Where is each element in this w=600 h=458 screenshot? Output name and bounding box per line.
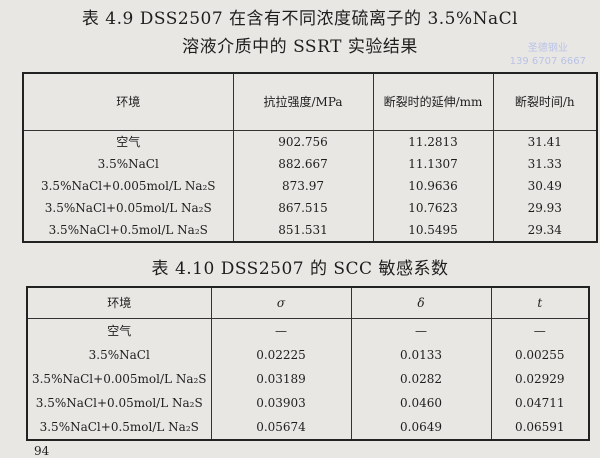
value-cell: 31.33 [492,153,598,175]
value-cell: 0.0282 [350,367,492,391]
table-row: 3.5%NaCl+0.5mol/L Na₂S 851.531 10.5495 29.3… [22,219,598,242]
table1-caption-line2: 溶液介质中的 SSRT 实验结果 [182,37,418,57]
column-header: σ [210,287,352,319]
value-cell: 0.04711 [490,391,590,415]
table-row: 3.5%NaCl 882.667 11.1307 31.33 [22,153,598,175]
ssrt-results-table: 环境 抗拉强度/MPa 断裂时的延伸/mm 断裂时间/h 空气 902.756 11.281… [22,72,598,243]
table-row: 3.5%NaCl+0.05mol/L Na₂S 0.03903 0.0460 0.04… [26,391,590,415]
scc-sensitivity-table: 环境 σ δ t 空气 — — —3.5%NaCl 0.02225 0.0133 0.00255 3.… [26,286,590,441]
value-cell: — [350,318,492,343]
watermark-name: 圣德钢业 [527,43,568,54]
value-cell: 29.93 [492,197,598,219]
environment-cell: 3.5%NaCl+0.05mol/L Na₂S [22,197,234,219]
value-cell: 873.97 [232,175,374,197]
environment-cell: 3.5%NaCl+0.005mol/L Na₂S [22,175,234,197]
column-header: 环境 [22,73,234,131]
environment-cell: 3.5%NaCl+0.005mol/L Na₂S [26,367,212,391]
table-row: 3.5%NaCl 0.02225 0.0133 0.00255 [26,343,590,367]
value-cell: 30.49 [492,175,598,197]
environment-cell: 3.5%NaCl+0.5mol/L Na₂S [26,415,212,440]
column-header: t [490,287,590,319]
value-cell: — [210,318,352,343]
value-cell: 10.9636 [372,175,494,197]
value-cell: 29.34 [492,219,598,242]
table1-caption-line1: 表 4.9 DSS2507 在含有不同浓度硫离子的 3.5%NaCl [81,9,519,29]
environment-cell: 3.5%NaCl+0.5mol/L Na₂S [22,219,234,242]
column-header: 抗拉强度/MPa [232,73,374,131]
value-cell: 867.515 [232,197,374,219]
value-cell: 851.531 [232,219,374,242]
table-row: 3.5%NaCl+0.5mol/L Na₂S 0.05674 0.0649 0.065… [26,415,590,440]
environment-cell: 3.5%NaCl+0.05mol/L Na₂S [26,391,212,415]
value-cell: 0.00255 [490,343,590,367]
value-cell: 0.02929 [490,367,590,391]
table-row: 3.5%NaCl+0.005mol/L Na₂S 873.97 10.9636 30.… [22,175,598,197]
environment-cell: 3.5%NaCl [26,343,212,367]
value-cell: 0.03903 [210,391,352,415]
table2-caption: 表 4.10 DSS2507 的 SCC 敏感系数 [151,259,449,279]
value-cell: 0.0460 [350,391,492,415]
table-row: 3.5%NaCl+0.05mol/L Na₂S 867.515 10.7623 29.… [22,197,598,219]
watermark-phone: 139 6707 6667 [509,56,586,67]
page-number: 94 [34,444,50,458]
value-cell: 10.5495 [372,219,494,242]
watermark: 圣德钢业 139 6707 6667 [510,42,586,68]
column-header: δ [350,287,492,319]
table-row: 空气 — — — [26,318,590,343]
environment-cell: 3.5%NaCl [22,153,234,175]
header-row: 环境 σ δ t [26,287,590,319]
value-cell: 882.667 [232,153,374,175]
column-header: 环境 [26,287,212,319]
value-cell: — [490,318,590,343]
column-header: 断裂时间/h [492,73,598,131]
value-cell: 10.7623 [372,197,494,219]
environment-cell: 空气 [26,318,212,343]
environment-cell: 空气 [22,130,234,153]
header-row: 环境 抗拉强度/MPa 断裂时的延伸/mm 断裂时间/h [22,73,598,131]
value-cell: 11.2813 [372,130,494,153]
value-cell: 902.756 [232,130,374,153]
value-cell: 31.41 [492,130,598,153]
value-cell: 11.1307 [372,153,494,175]
value-cell: 0.0649 [350,415,492,440]
value-cell: 0.0133 [350,343,492,367]
column-header: 断裂时的延伸/mm [372,73,494,131]
value-cell: 0.06591 [490,415,590,440]
table-row: 3.5%NaCl+0.005mol/L Na₂S 0.03189 0.0282 0.0… [26,367,590,391]
value-cell: 0.03189 [210,367,352,391]
value-cell: 0.02225 [210,343,352,367]
value-cell: 0.05674 [210,415,352,440]
table-row: 空气 902.756 11.2813 31.41 [22,130,598,153]
